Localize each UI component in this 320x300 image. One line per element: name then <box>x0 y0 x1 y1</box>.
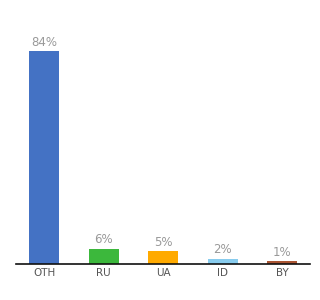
Bar <box>89 249 119 264</box>
Text: 5%: 5% <box>154 236 172 249</box>
Text: 1%: 1% <box>273 246 292 259</box>
Text: 6%: 6% <box>94 233 113 246</box>
Bar <box>148 251 178 264</box>
Bar <box>208 259 237 264</box>
Text: 84%: 84% <box>31 36 57 49</box>
Bar <box>29 51 59 264</box>
Bar <box>267 262 297 264</box>
Text: 2%: 2% <box>213 243 232 256</box>
